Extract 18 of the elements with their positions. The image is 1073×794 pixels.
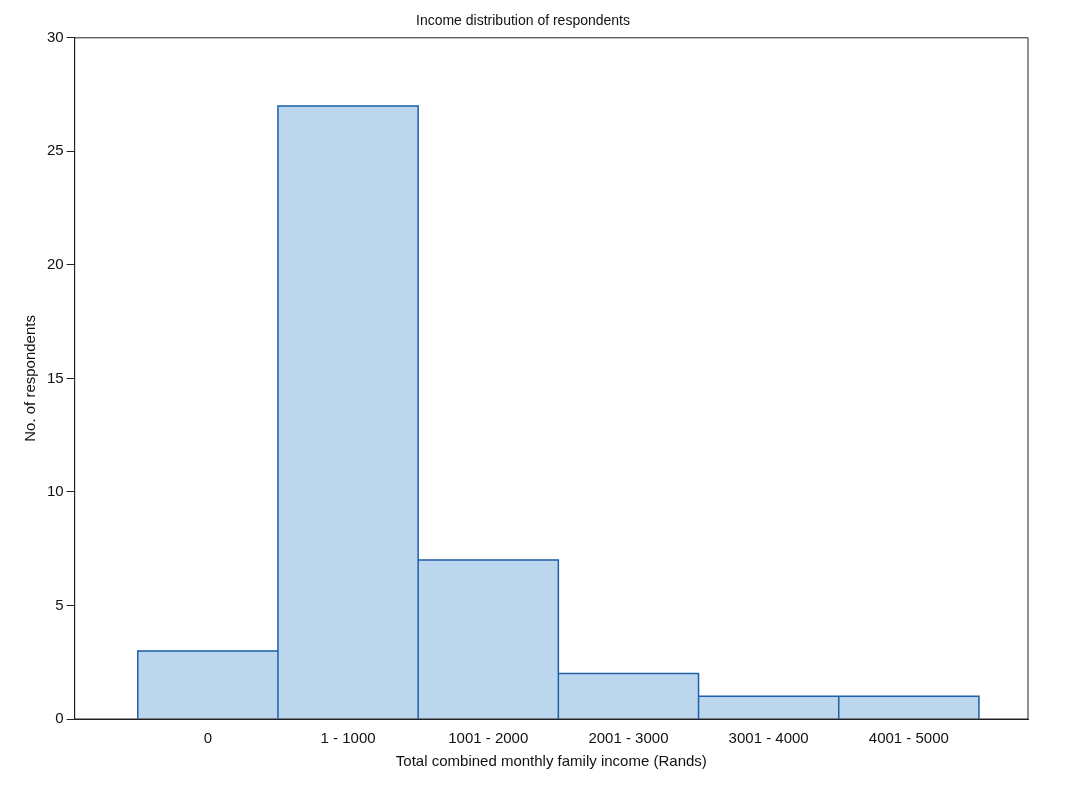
chart-title: Income distribution of respondents (415, 12, 631, 29)
y-tick-label: 20 (47, 255, 64, 273)
x-tick-label: 1001 - 2000 (448, 729, 529, 747)
y-axis-title: No. of respondents (21, 315, 39, 442)
x-tick-label: 4001 - 5000 (868, 729, 949, 747)
x-tick-label: 1 - 1000 (320, 729, 376, 747)
y-tick-label: 25 (47, 141, 64, 159)
x-tick-label: 3001 - 4000 (728, 729, 809, 747)
y-tick-label: 0 (55, 709, 64, 727)
y-tick-label: 30 (47, 27, 64, 45)
x-tick-label: 2001 - 3000 (588, 729, 669, 747)
y-tick-label: 15 (47, 368, 64, 386)
bar (137, 650, 279, 720)
y-tick-label: 5 (55, 595, 64, 613)
x-tick-label: 0 (203, 729, 213, 747)
x-axis-title: Total combined monthly family income (Rands) (395, 752, 707, 770)
bar (277, 105, 419, 720)
y-tick-label: 10 (47, 482, 64, 500)
